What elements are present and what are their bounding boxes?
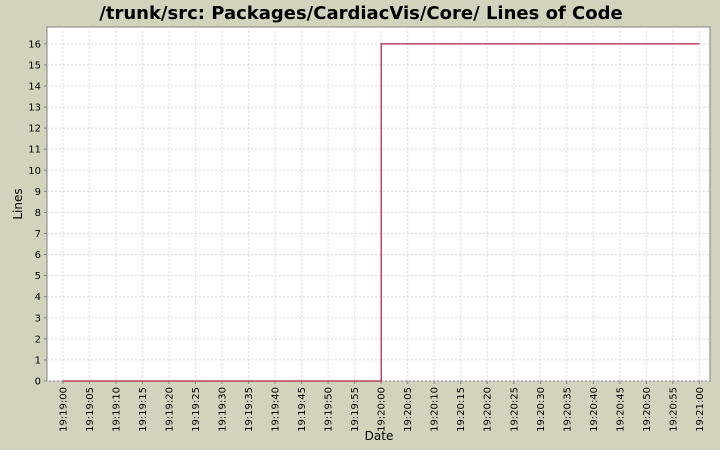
x-tick-label: 19:19:15 [138,387,149,432]
plot-area [46,26,711,382]
x-tick-label: 19:19:05 [85,387,96,432]
x-tick-label: 19:19:55 [350,387,361,432]
x-tick-label: 19:20:50 [642,387,653,432]
x-tick-label: 19:20:00 [377,387,388,432]
x-tick-label: 19:21:00 [695,387,706,432]
x-tick-label: 19:20:55 [668,387,679,432]
y-axis-label: Lines [11,188,25,219]
y-tick-label: 7 [35,229,41,240]
y-tick-label: 10 [28,166,41,177]
y-tick-label: 16 [28,39,41,50]
x-tick-label: 19:19:20 [164,387,175,432]
y-tick-label: 8 [35,208,41,219]
x-tick-label: 19:19:50 [324,387,335,432]
y-tick-label: 9 [35,187,41,198]
y-tick-label: 4 [35,292,41,303]
y-tick-label: 5 [35,271,41,282]
y-tick-label: 0 [35,377,41,388]
x-tick-label: 19:20:45 [615,387,626,432]
y-tick-label: 12 [28,124,41,135]
y-tick-label: 6 [35,250,41,261]
x-tick-label: 19:19:25 [191,387,202,432]
x-tick-label: 19:19:35 [244,387,255,432]
y-tick-label: 14 [28,82,41,93]
y-tick-label: 13 [28,103,41,114]
x-tick-label: 19:19:10 [111,387,122,432]
x-tick-label: 19:20:20 [483,387,494,432]
chart-title: /trunk/src: Packages/CardiacVis/Core/ Li… [99,3,622,24]
x-tick-label: 19:20:25 [509,387,520,432]
y-tick-label: 11 [28,145,41,156]
x-axis-label: Date [365,429,394,443]
x-tick-label: 19:20:05 [403,387,414,432]
x-tick-label: 19:20:40 [589,387,600,432]
x-tick-label: 19:19:30 [218,387,229,432]
y-tick-label: 15 [28,60,41,71]
x-tick-label: 19:19:00 [58,387,69,432]
x-tick-label: 19:19:45 [297,387,308,432]
y-tick-label: 3 [35,313,41,324]
x-tick-label: 19:19:40 [271,387,282,432]
x-tick-label: 19:20:35 [562,387,573,432]
y-tick-label: 1 [35,355,41,366]
y-tick-label: 2 [35,334,41,345]
x-tick-label: 19:20:15 [456,387,467,432]
x-tick-label: 19:20:30 [536,387,547,432]
x-tick-label: 19:20:10 [430,387,441,432]
